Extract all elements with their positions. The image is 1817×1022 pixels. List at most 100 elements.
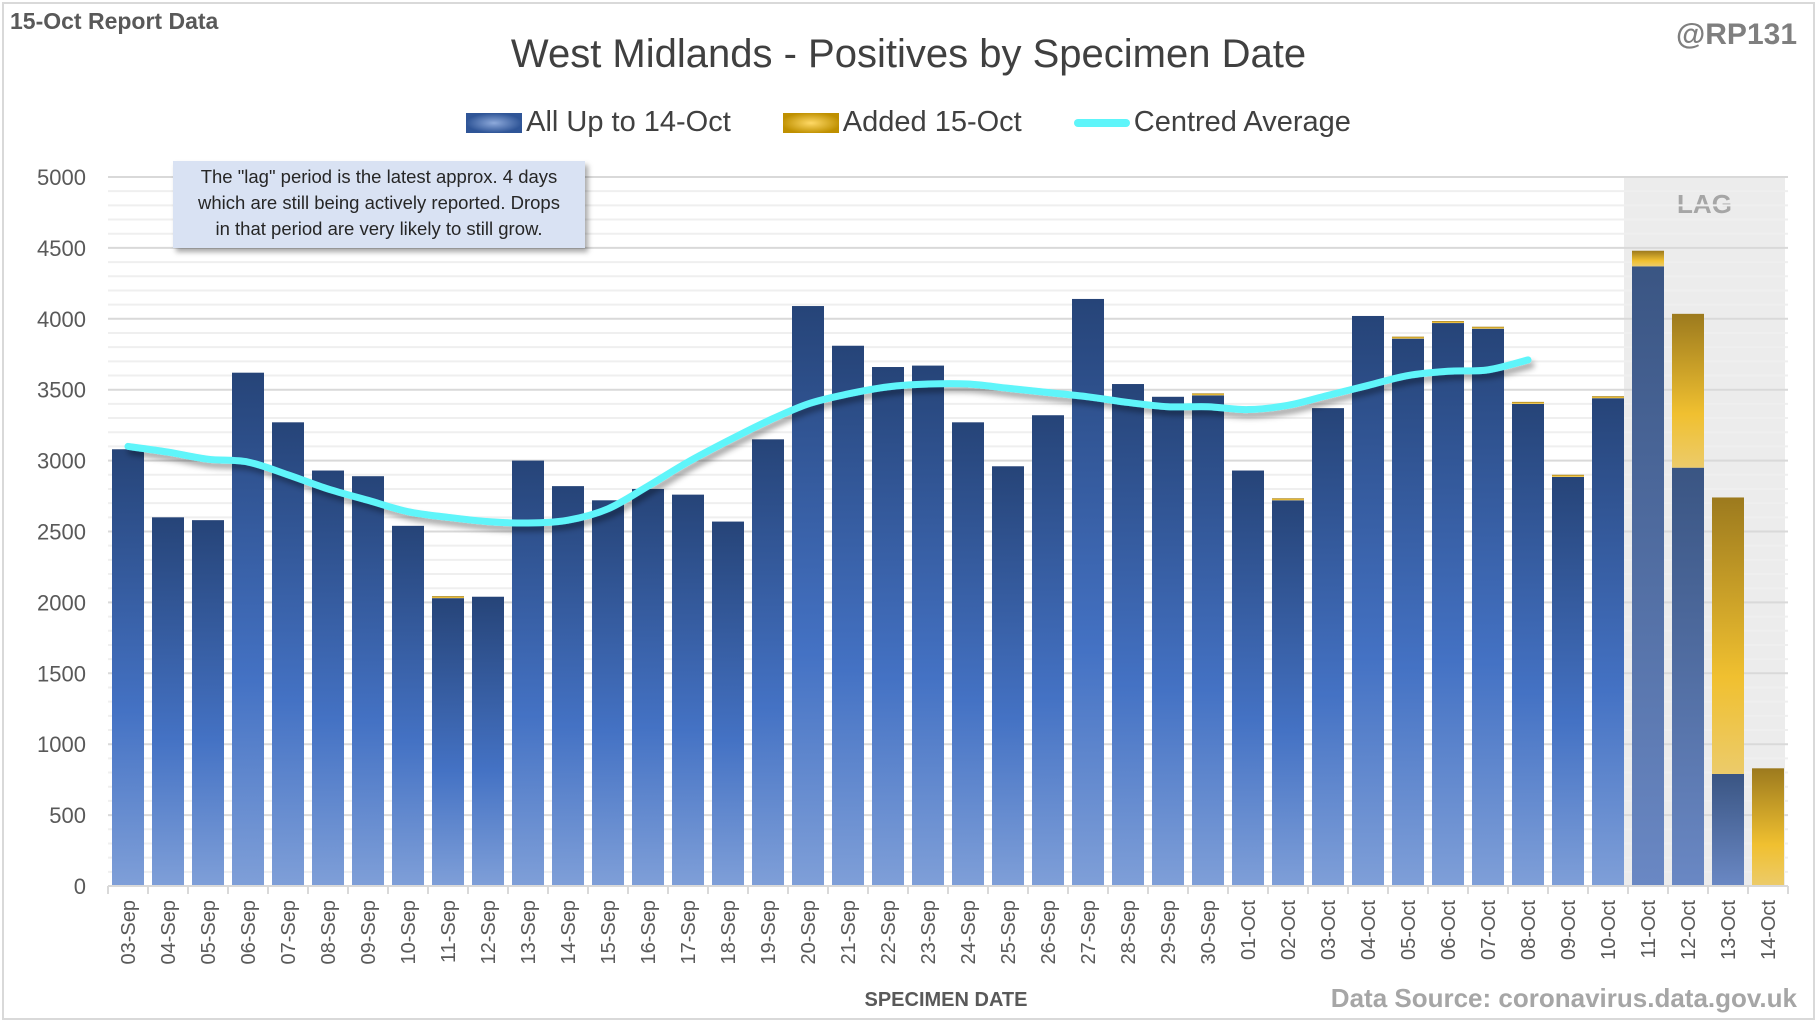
- x-tick-label: 14-Oct: [1758, 900, 1780, 960]
- legend-item-all-up-to: All Up to 14-Oct: [466, 106, 731, 139]
- centred-average-line: [124, 356, 1532, 527]
- x-tick-label: 10-Sep: [398, 900, 420, 965]
- x-tick-label: 03-Oct: [1318, 900, 1340, 960]
- bar-all-up-to: [1152, 396, 1184, 886]
- annotation-line: in that period are very likely to still …: [215, 218, 543, 239]
- x-tick-label: 27-Sep: [1078, 900, 1100, 965]
- bar-all-up-to: [1712, 773, 1744, 886]
- x-tick-label: 18-Sep: [718, 900, 740, 965]
- bar-added: [1552, 474, 1584, 477]
- x-tick-label: 19-Sep: [758, 900, 780, 965]
- x-tick-label: 26-Sep: [1038, 900, 1060, 965]
- bar-all-up-to: [1432, 323, 1464, 887]
- y-tick-label: 1000: [37, 732, 86, 757]
- x-tick-label: 20-Sep: [798, 900, 820, 965]
- x-tick-label: 04-Sep: [158, 900, 180, 965]
- bar-all-up-to: [192, 520, 224, 886]
- bar-all-up-to: [712, 521, 744, 886]
- bar-added: [432, 596, 464, 599]
- bar-added: [1272, 498, 1304, 501]
- bar-all-up-to: [1272, 500, 1304, 886]
- bar-all-up-to: [952, 422, 984, 886]
- author-handle: @RP131: [1676, 18, 1797, 51]
- bar-all-up-to: [312, 470, 344, 886]
- y-tick-label: 4500: [37, 236, 86, 261]
- x-tick-label: 17-Sep: [678, 900, 700, 965]
- bar-all-up-to: [552, 486, 584, 886]
- bar-added: [1712, 497, 1744, 774]
- x-axis-title: SPECIMEN DATE: [865, 989, 1028, 1011]
- bar-all-up-to: [112, 449, 144, 886]
- bar-all-up-to: [1632, 266, 1664, 887]
- bar-added: [1672, 313, 1704, 468]
- x-tick-label: 03-Sep: [118, 900, 140, 965]
- legend-label: Centred Average: [1133, 106, 1351, 138]
- x-tick-label: 13-Sep: [518, 900, 540, 965]
- data-source: Data Source: coronavirus.data.gov.uk: [1330, 983, 1797, 1013]
- x-tick-label: 25-Sep: [998, 900, 1020, 965]
- legend: All Up to 14-Oct Added 15-Oct Centred Av…: [0, 106, 1817, 139]
- y-tick-label: 500: [49, 803, 86, 828]
- y-tick-label: 5000: [37, 165, 86, 190]
- x-tick-label: 05-Oct: [1398, 900, 1420, 960]
- bar-all-up-to: [432, 598, 464, 886]
- legend-item-centred-average: Centred Average: [1073, 106, 1351, 139]
- bar-all-up-to: [1032, 415, 1064, 886]
- bar-added: [1432, 321, 1464, 324]
- legend-label: Added 15-Oct: [842, 106, 1022, 138]
- x-tick-label: 05-Sep: [198, 900, 220, 965]
- x-tick-label: 23-Sep: [918, 900, 940, 965]
- bar-added: [1512, 401, 1544, 404]
- annotation-line: which are still being actively reported.…: [198, 192, 560, 213]
- x-tick-label: 02-Oct: [1278, 900, 1300, 960]
- bar-all-up-to: [832, 345, 864, 886]
- bar-all-up-to: [872, 367, 904, 887]
- bar-all-up-to: [232, 372, 264, 887]
- bar-all-up-to: [592, 500, 624, 886]
- bar-all-up-to: [912, 365, 944, 886]
- bar-all-up-to: [992, 466, 1024, 886]
- legend-swatch-blue-icon: [466, 112, 523, 133]
- x-tick-label: 06-Sep: [238, 900, 260, 965]
- bar-added: [1392, 336, 1424, 339]
- x-tick-label: 11-Oct: [1638, 900, 1660, 959]
- x-tick-label: 30-Sep: [1198, 900, 1220, 965]
- legend-swatch-gold-icon: [782, 112, 839, 133]
- bar-all-up-to: [152, 517, 184, 886]
- x-tick-label: 29-Sep: [1158, 900, 1180, 965]
- x-tick-label: 15-Sep: [598, 900, 620, 965]
- bar-all-up-to: [472, 596, 504, 886]
- x-tick-label: 01-Oct: [1238, 900, 1260, 960]
- legend-label: All Up to 14-Oct: [526, 106, 731, 138]
- x-tick-label: 11-Sep: [438, 900, 460, 963]
- x-tick-label: 04-Oct: [1358, 900, 1380, 960]
- x-tick-label: 09-Oct: [1558, 900, 1580, 960]
- bar-all-up-to: [672, 494, 704, 886]
- bar-all-up-to: [1112, 384, 1144, 886]
- x-tick-label: 08-Sep: [318, 900, 340, 965]
- bar-all-up-to: [1552, 476, 1584, 886]
- bar-all-up-to: [1352, 315, 1384, 886]
- y-tick-label: 3000: [37, 449, 86, 474]
- report-label: 15-Oct Report Data: [10, 8, 219, 34]
- bar-all-up-to: [1392, 338, 1424, 887]
- annotation-line: The "lag" period is the latest approx. 4…: [200, 166, 558, 187]
- x-tick-label: 13-Oct: [1718, 900, 1740, 960]
- x-tick-label: 16-Sep: [638, 900, 660, 965]
- bar-all-up-to: [632, 488, 664, 886]
- bar-all-up-to: [1512, 403, 1544, 886]
- legend-line-icon: [1073, 118, 1130, 127]
- x-tick-label: 06-Oct: [1438, 900, 1460, 960]
- bar-all-up-to: [1192, 395, 1224, 886]
- x-tick-label: 12-Oct: [1678, 900, 1700, 960]
- lag-label: LAG: [1677, 189, 1732, 219]
- y-tick-label: 2000: [37, 590, 86, 615]
- bar-added: [1632, 250, 1664, 267]
- bar-all-up-to: [352, 476, 384, 886]
- x-tick-label: 24-Sep: [958, 900, 980, 965]
- bar-added: [1472, 326, 1504, 329]
- bar-all-up-to: [792, 306, 824, 887]
- bar-all-up-to: [1072, 298, 1104, 886]
- bar-all-up-to: [752, 439, 784, 886]
